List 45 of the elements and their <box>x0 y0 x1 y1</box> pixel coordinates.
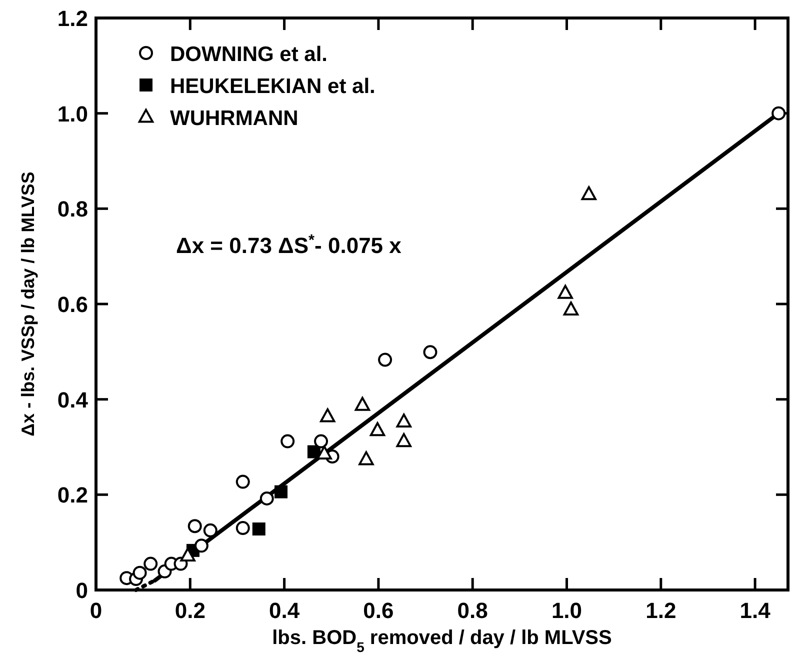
point <box>396 414 412 428</box>
point <box>314 434 328 448</box>
point <box>236 521 250 536</box>
y-axis-title: Δx - lbs. VSSp / day / lb MLVSS <box>18 172 38 436</box>
y-tick-label: 0.2 <box>57 482 88 508</box>
x-tick-label: 1.2 <box>646 598 676 623</box>
x-tick-label: 1.0 <box>551 598 582 623</box>
point <box>581 186 596 200</box>
point <box>370 422 386 436</box>
point <box>203 523 218 538</box>
point <box>194 538 208 553</box>
x-tick-label: 0.6 <box>363 598 394 623</box>
point <box>132 566 147 580</box>
x-tick-label: 0.8 <box>457 598 488 623</box>
y-tick-label: 0.4 <box>57 387 89 412</box>
point <box>188 519 202 534</box>
point <box>320 408 336 422</box>
point <box>396 433 412 448</box>
y-tick-label: 0.6 <box>57 292 88 317</box>
legend-label: HEUKELEKIAN et al. <box>170 75 376 98</box>
y-tick-label: 0.8 <box>57 196 88 222</box>
point <box>280 434 295 448</box>
y-tick-label: 1.0 <box>57 101 88 126</box>
x-axis-title: lbs. BOD$_{5}$ removed / day / lb MLVSS <box>272 627 612 655</box>
legend-label: WUHRMANN <box>170 107 298 130</box>
x-tick-label: 0.2 <box>174 598 206 623</box>
point <box>354 396 370 411</box>
point <box>236 474 250 489</box>
point <box>252 522 266 536</box>
point <box>423 345 438 360</box>
point <box>144 556 158 571</box>
annotation: Δx = 0.73 ΔS$^{*}$- 0.075 x <box>176 232 402 258</box>
point <box>274 485 288 498</box>
x-tick-label: 1.4 <box>740 598 772 623</box>
x-tick-label: 0.4 <box>269 598 300 623</box>
point <box>772 106 786 120</box>
point <box>378 352 392 367</box>
legend-label: DOWNING et al. <box>170 43 328 66</box>
point <box>358 451 374 466</box>
point <box>558 284 573 299</box>
point <box>563 302 579 316</box>
point <box>260 491 274 506</box>
point <box>180 547 196 562</box>
y-tick-label: 0 <box>76 578 88 603</box>
y-tick-label: 1.2 <box>57 6 88 31</box>
